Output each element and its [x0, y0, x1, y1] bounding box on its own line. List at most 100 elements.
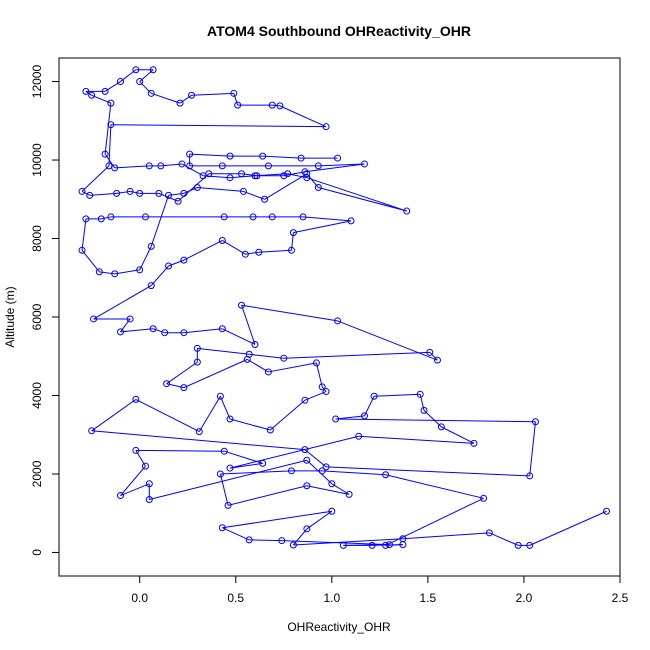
- series-line-segment: [181, 163, 204, 177]
- series-line-segment: [423, 410, 442, 428]
- data-point: [105, 162, 113, 170]
- data-point: [261, 195, 269, 203]
- data-point: [245, 536, 253, 544]
- series-line-segment: [318, 187, 407, 212]
- series-line-segment: [183, 328, 223, 334]
- data-point: [303, 170, 311, 178]
- series-line-segment: [262, 155, 302, 159]
- series-line-segment: [166, 361, 198, 385]
- data-point: [136, 266, 144, 274]
- data-point: [345, 490, 353, 498]
- data-point: [147, 242, 155, 250]
- series-line-segment: [364, 396, 375, 417]
- series-line-segment: [529, 510, 607, 546]
- data-point: [318, 383, 326, 391]
- series-line-segment: [279, 105, 327, 128]
- series-line-segment: [183, 240, 223, 261]
- series-line-segment: [374, 393, 421, 397]
- series-line-segment: [241, 304, 338, 322]
- series-line-segment: [135, 398, 200, 433]
- data-point: [268, 101, 276, 109]
- data-point: [161, 329, 169, 337]
- x-tick-label: 0.5: [227, 591, 244, 605]
- data-point: [90, 315, 98, 323]
- data-point: [332, 415, 340, 423]
- series-line-segment: [306, 510, 333, 530]
- data-point: [334, 317, 342, 325]
- data-point: [264, 162, 272, 170]
- data-point: [136, 189, 144, 197]
- series-line-segment: [197, 187, 244, 192]
- series-line-segment: [81, 190, 90, 196]
- series-line-segment: [151, 92, 181, 104]
- series-line-segment: [358, 435, 475, 444]
- data-point: [78, 187, 86, 195]
- data-point: [268, 213, 276, 221]
- y-axis-label: Altitude (m): [3, 286, 17, 347]
- series-line-segment: [120, 465, 146, 496]
- data-point: [205, 170, 213, 178]
- data-point: [382, 471, 390, 479]
- data-point: [334, 154, 342, 162]
- series-line-segment: [219, 396, 231, 420]
- series-line-segment: [245, 251, 259, 255]
- data-point: [226, 415, 234, 423]
- series-line-segment: [222, 240, 246, 255]
- data-point: [278, 537, 286, 545]
- data-point: [403, 207, 411, 215]
- data-point: [180, 384, 188, 392]
- series-line-segment: [293, 538, 403, 546]
- series-line-segment: [337, 320, 438, 361]
- data-point: [132, 446, 140, 454]
- series-line-segment: [322, 470, 386, 476]
- data-point: [224, 501, 232, 509]
- series-line-segment: [152, 328, 165, 334]
- series-line-segment: [150, 195, 169, 247]
- data-point: [180, 329, 188, 337]
- data-point: [253, 172, 261, 180]
- series-line-segment: [315, 362, 323, 387]
- data-point: [297, 154, 305, 162]
- series-line-segment: [91, 399, 137, 432]
- series-line-segment: [229, 462, 263, 469]
- y-tick-label: 6000: [30, 303, 44, 330]
- series-line-segment: [150, 265, 169, 286]
- data-point: [193, 344, 201, 352]
- data-point: [241, 250, 249, 258]
- data-point: [287, 246, 295, 254]
- data-point: [145, 162, 153, 170]
- series-line-segment: [89, 192, 117, 196]
- series-line-segment: [101, 216, 111, 220]
- data-point: [251, 340, 259, 348]
- data-point: [145, 480, 153, 488]
- series-line-segment: [318, 163, 365, 167]
- series-line-segment: [81, 165, 110, 192]
- series-line-segment: [258, 249, 292, 253]
- x-axis: 0.0 0.5 1.0 1.5 2.0 2.5: [131, 576, 629, 605]
- data-point: [322, 123, 330, 131]
- x-axis-label: OHReactivity_OHR: [287, 620, 391, 634]
- data-point: [195, 428, 203, 436]
- series-line-segment: [241, 305, 256, 345]
- data-point: [485, 529, 493, 537]
- data-point: [216, 392, 224, 400]
- data-point: [287, 467, 295, 475]
- data-point: [218, 325, 226, 333]
- data-point: [280, 172, 288, 180]
- data-point: [226, 152, 234, 160]
- x-tick-label: 1.5: [420, 591, 437, 605]
- series-line-segment: [335, 415, 365, 420]
- data-point: [178, 160, 186, 168]
- data-point: [186, 150, 194, 158]
- data-point: [301, 168, 309, 176]
- data-point: [301, 446, 309, 454]
- series-line-segment: [81, 249, 100, 273]
- data-point: [433, 356, 441, 364]
- series-line-segment: [160, 163, 183, 167]
- data-point: [226, 464, 234, 472]
- data-point: [239, 187, 247, 195]
- data-point: [355, 432, 363, 440]
- series-line-segment: [402, 532, 490, 540]
- data-point: [289, 541, 297, 549]
- series-line-segment: [222, 527, 250, 541]
